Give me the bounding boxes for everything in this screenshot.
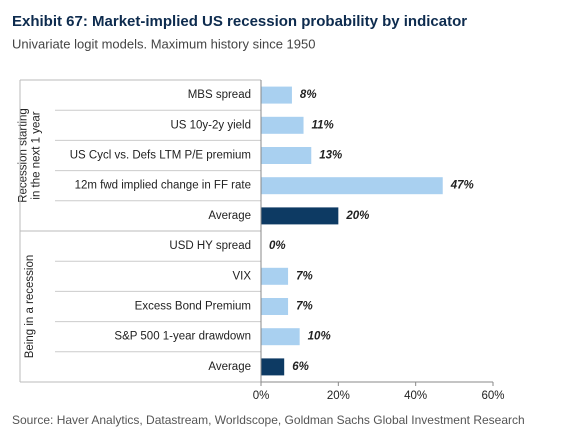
category-label: Average: [208, 361, 251, 373]
source-note: Source: Haver Analytics, Datastream, Wor…: [12, 413, 525, 427]
x-tick-label: 20%: [327, 390, 350, 402]
category-label: USD HY spread: [169, 240, 251, 252]
x-tick-label: 0%: [253, 390, 270, 402]
value-label: 7%: [296, 301, 313, 313]
group-label: Being in a recession: [24, 255, 36, 359]
bar: [261, 177, 443, 195]
bar: [261, 328, 300, 346]
x-tick-label: 60%: [481, 390, 504, 402]
bar: [261, 147, 312, 164]
chart-subtitle: Univariate logit models. Maximum history…: [12, 36, 315, 51]
bar: [261, 267, 289, 285]
value-label: 13%: [319, 150, 342, 162]
x-tick-label: 40%: [404, 390, 427, 402]
category-label: Excess Bond Premium: [135, 301, 251, 313]
value-label: 6%: [292, 361, 309, 373]
value-label: 0%: [269, 240, 286, 252]
category-label: MBS spread: [188, 89, 251, 101]
group-label: Recession starting: [18, 108, 30, 203]
category-label: S&P 500 1-year drawdown: [114, 331, 251, 343]
value-label: 20%: [345, 210, 369, 222]
category-label: US Cycl vs. Defs LTM P/E premium: [70, 150, 251, 162]
bar: [261, 207, 339, 225]
value-label: 11%: [312, 119, 334, 131]
value-label: 7%: [296, 270, 313, 282]
value-label: 47%: [450, 180, 474, 192]
category-label: 12m fwd implied change in FF rate: [75, 180, 251, 192]
chart-title: Exhibit 67: Market-implied US recession …: [12, 13, 467, 30]
bar: [261, 298, 289, 315]
bar: [261, 116, 304, 134]
category-label: Average: [208, 210, 251, 222]
category-label: US 10y-2y yield: [170, 119, 251, 131]
category-label: VIX: [232, 270, 251, 282]
bar: [261, 358, 285, 376]
value-label: 10%: [308, 331, 331, 343]
value-label: 8%: [300, 89, 317, 101]
group-label: in the next 1 year: [31, 111, 43, 199]
bar: [261, 86, 292, 104]
